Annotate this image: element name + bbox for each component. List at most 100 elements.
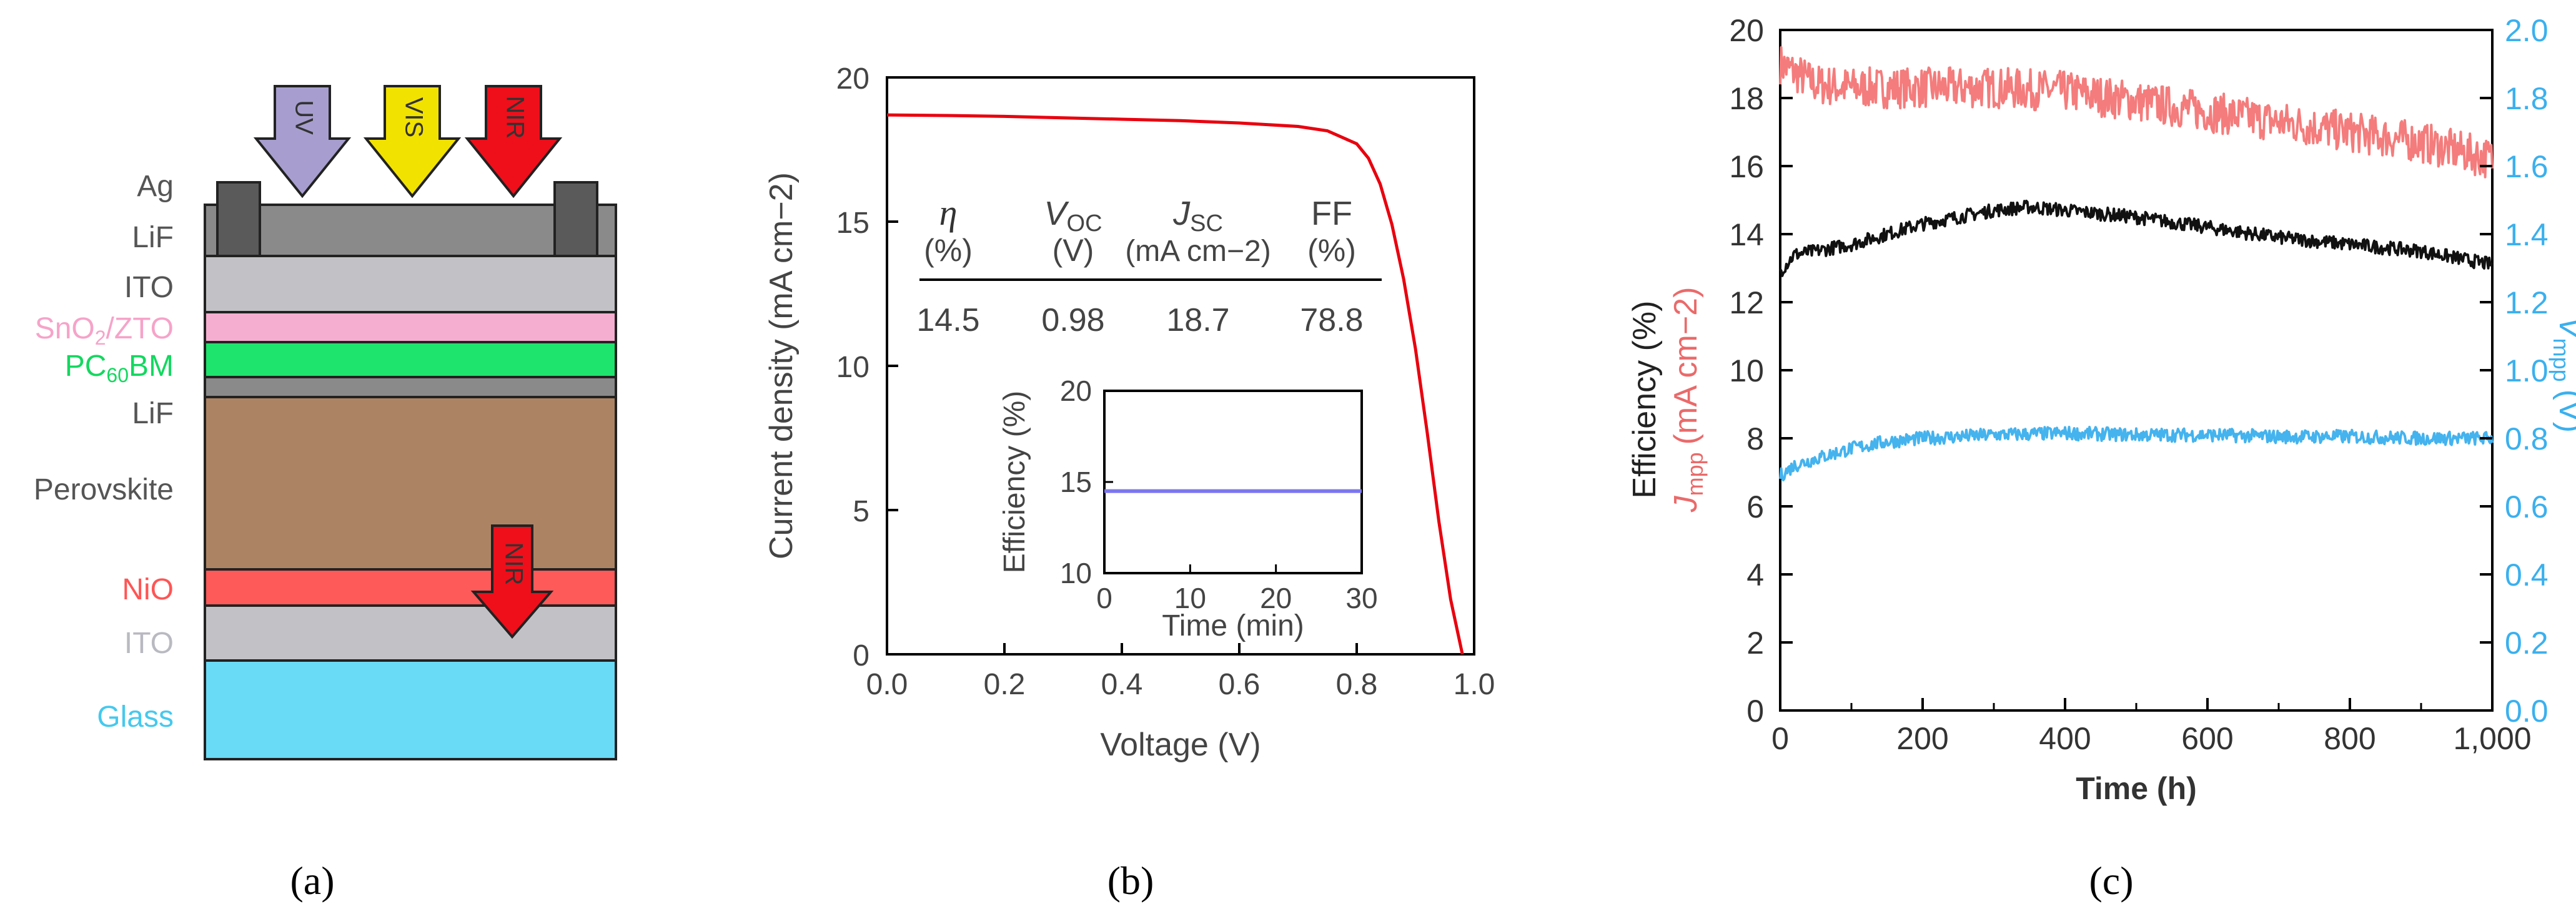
stability-right-tick-label: 1.4 (2505, 217, 2549, 252)
table-header-eta-unit: (%) (924, 233, 973, 268)
inset-plot-frame (1103, 390, 1363, 574)
stability-right-tick-label: 0.2 (2505, 626, 2549, 661)
table-header-ff-unit: (%) (1307, 233, 1356, 268)
layer-label-3: SnO2/ZTO (35, 312, 174, 349)
layer-label-9: Glass (97, 700, 174, 734)
jv-curve-chart: 0.0 0.2 0.4 0.6 0.8 1.0 0 5 10 15 20 Voltage (V) C… (763, 62, 1495, 763)
stability-right-tick-label: 1.2 (2505, 285, 2549, 320)
layer-7 (204, 568, 617, 607)
inset-y-tick-label: 10 (1060, 557, 1092, 589)
panel-label-c: (c) (2089, 858, 2133, 903)
stability-x-tick-label: 1,000 (2453, 721, 2531, 756)
inset-y-tick-label: 20 (1060, 375, 1092, 407)
stability-left-tick-label: 8 (1746, 421, 1764, 456)
inset-x-tick-label: 10 (1174, 582, 1206, 614)
inset-x-tick-label: 30 (1345, 582, 1377, 614)
efficiency-axis-label: Efficiency (%) (1627, 301, 1663, 499)
jv-x-tick-label: 0.0 (866, 668, 908, 701)
stability-left-tick-label: 14 (1729, 217, 1764, 252)
panel-label-b: (b) (1107, 858, 1154, 903)
layer-label-7: NiO (122, 573, 174, 606)
layer-label-0: Ag (137, 170, 174, 203)
stability-chart: 0 200 400 600 800 1,000 0 2 4 6 8 10 12 14 16 18 20 0.0 0.… (1627, 13, 2576, 806)
table-header-jsc-unit: (mA cm−2) (1125, 235, 1271, 268)
jmpp-series-line (1779, 46, 2494, 179)
layer-1 (204, 204, 617, 257)
light-arrow-uv (253, 85, 352, 199)
jv-y-tick-label: 15 (836, 207, 869, 240)
jv-y-tick-label: 10 (836, 351, 869, 384)
jv-x-axis-label: Voltage (V) (1100, 727, 1261, 763)
stability-right-tick-label: 2.0 (2505, 13, 2549, 48)
stability-left-tick-label: 4 (1746, 558, 1764, 592)
layer-4 (204, 341, 617, 378)
efficiency-series-line (1779, 199, 2494, 277)
layer-label-4: PC60BM (65, 350, 174, 386)
stability-x-axis-label: Time (h) (2076, 771, 2197, 806)
light-arrow-uv-label: UV (290, 100, 317, 135)
jv-y-tick-label: 5 (853, 495, 869, 528)
stability-left-tick-label: 20 (1729, 13, 1764, 48)
stability-x-tick-label: 600 (2181, 721, 2233, 756)
stability-x-tick-label: 0 (1771, 721, 1789, 756)
light-arrow-vis (363, 85, 462, 199)
stability-right-tick-label: 1.6 (2505, 149, 2549, 184)
jv-x-tick-label: 0.8 (1336, 668, 1378, 701)
ag-electrode-left (216, 181, 261, 257)
layer-9 (204, 659, 617, 760)
jv-y-axis-label: Current density (mA cm−2) (763, 172, 800, 559)
stability-right-tick-label: 1.0 (2505, 353, 2549, 388)
inset-y-axis-label: Efficiency (%) (998, 391, 1031, 574)
inset-x-tick-label: 20 (1260, 582, 1292, 614)
stability-right-tick-label: 0.8 (2505, 421, 2549, 456)
layer-label-2: ITO (124, 271, 174, 304)
stability-right-tick-label: 0.6 (2505, 489, 2549, 524)
inset-y-tick-label: 15 (1060, 466, 1092, 498)
photovoltaic-parameters-table: η (%) VOC (V) JSC (mA cm−2) FF (%) 14.5 … (916, 192, 1382, 338)
light-arrow-vis-label: VIS (400, 97, 427, 137)
layer-label-6: Perovskite (34, 473, 174, 506)
layer-5 (204, 376, 617, 398)
jv-x-tick-label: 0.4 (1101, 668, 1143, 701)
inset-x-tick-label: 0 (1096, 582, 1112, 614)
jv-curve-line (886, 113, 1464, 655)
table-header-voc-unit: (V) (1053, 233, 1094, 268)
jv-y-tick-label: 0 (853, 639, 869, 672)
jv-x-tick-label: 1.0 (1454, 668, 1495, 701)
stability-left-tick-label: 0 (1746, 694, 1764, 729)
stability-left-tick-label: 10 (1729, 353, 1764, 388)
layer-6 (204, 396, 617, 571)
light-arrow-nir-label: NIR (501, 96, 528, 139)
layer-2 (204, 255, 617, 313)
light-arrow-nir (464, 85, 563, 199)
table-value-ff: 78.8 (1300, 302, 1363, 338)
stability-left-tick-label: 12 (1729, 285, 1764, 320)
vmpp-series-line (1779, 426, 2494, 481)
stability-right-tick-label: 1.8 (2505, 81, 2549, 116)
layer-8 (204, 604, 617, 662)
jv-x-tick-label: 0.2 (984, 668, 1026, 701)
stability-left-tick-label: 6 (1746, 489, 1764, 524)
stability-left-tick-label: 16 (1729, 149, 1764, 184)
table-value-voc: 0.98 (1041, 302, 1104, 338)
table-header-eta: η (939, 192, 958, 233)
jv-x-tick-label: 0.6 (1219, 668, 1261, 701)
vmpp-axis-label: Vmpp(V) (2549, 317, 2576, 433)
stability-left-tick-label: 18 (1729, 81, 1764, 116)
stability-x-tick-label: 800 (2324, 721, 2375, 756)
table-value-eta: 14.5 (916, 302, 979, 338)
panel-label-a: (a) (290, 858, 334, 903)
layer-label-5: LiF (132, 397, 174, 430)
jv-y-tick-label: 20 (836, 62, 869, 96)
ag-electrode-right (553, 181, 598, 257)
layer-label-8: ITO (124, 627, 174, 660)
table-header-ff: FF (1311, 195, 1352, 232)
table-value-jsc: 18.7 (1166, 302, 1229, 338)
transmitted-nir-arrow-label: NIR (500, 543, 527, 586)
transmitted-nir-arrow (470, 524, 554, 639)
stability-x-tick-label: 200 (1896, 721, 1948, 756)
table-header-jsc: JSC (1172, 195, 1223, 237)
